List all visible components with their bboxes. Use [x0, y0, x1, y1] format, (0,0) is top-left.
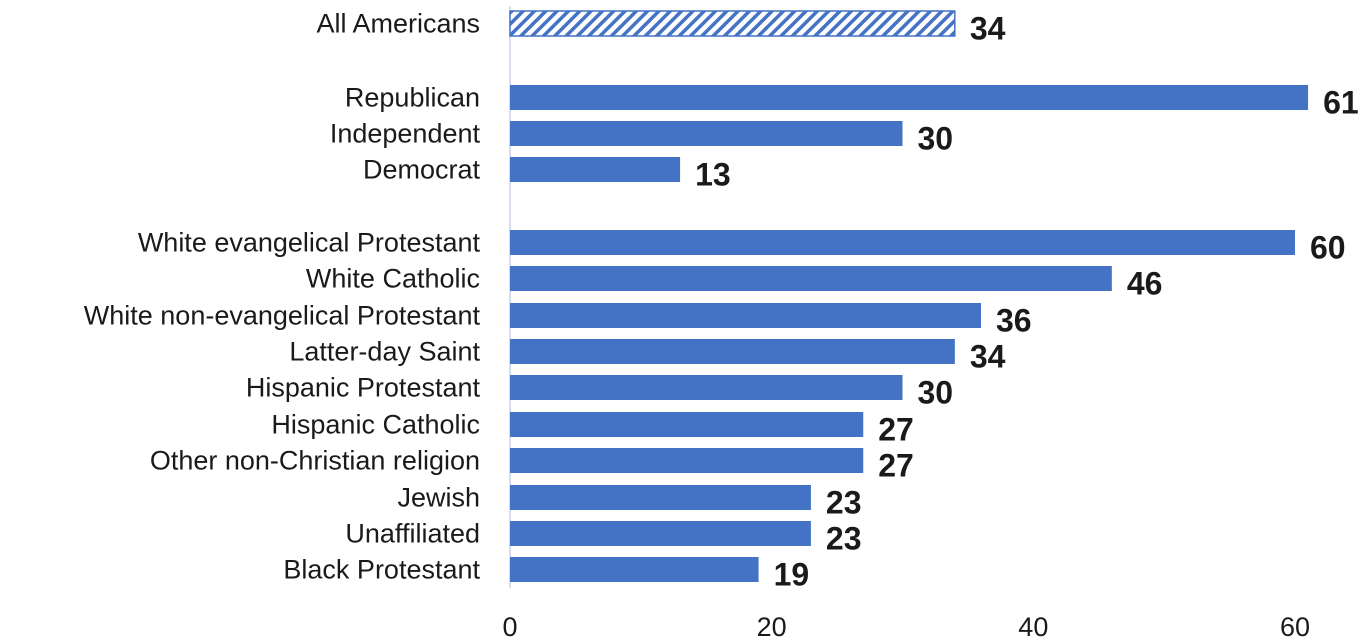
bar-white-catholic [510, 266, 1112, 291]
bars-group [509, 10, 1309, 582]
value-label-democrat: 13 [695, 157, 731, 193]
category-label-all-americans: All Americans [316, 9, 480, 39]
bar-white-evangelical-protestant [510, 230, 1295, 255]
category-label-hispanic-catholic: Hispanic Catholic [271, 410, 480, 440]
category-label-black-protestant: Black Protestant [283, 555, 480, 585]
category-label-jewish: Jewish [397, 483, 480, 513]
bar-white-non-evangelical-protestant [510, 303, 981, 328]
bar-hispanic-catholic [510, 412, 864, 437]
category-label-white-evangelical-protestant: White evangelical Protestant [138, 228, 481, 258]
bar-republican [510, 85, 1309, 110]
bar-jewish [510, 485, 811, 510]
value-label-all-americans: 34 [970, 11, 1006, 47]
value-label-hispanic-catholic: 27 [878, 412, 914, 448]
bar-independent [510, 121, 903, 146]
bar-other-non-christian-religion [510, 448, 864, 473]
bar-democrat [510, 157, 681, 182]
value-label-hispanic-protestant: 30 [918, 375, 954, 411]
value-label-jewish: 23 [826, 485, 862, 521]
bar-all-americans [509, 10, 956, 37]
x-tick-label-60: 60 [1280, 612, 1310, 641]
category-label-democrat: Democrat [363, 155, 481, 185]
value-label-unaffiliated: 23 [826, 521, 862, 557]
value-label-white-non-evangelical-protestant: 36 [996, 303, 1032, 339]
bar-latter-day-saint [510, 339, 955, 364]
value-label-republican: 61 [1323, 85, 1359, 121]
value-label-white-evangelical-protestant: 60 [1310, 230, 1346, 266]
category-labels-group: All Americans Republican Independent Democr… [84, 9, 481, 585]
bar-hispanic-protestant [510, 375, 903, 400]
x-axis-ticks-group: 0 20 40 60 [502, 612, 1310, 641]
category-label-white-catholic: White Catholic [306, 264, 480, 294]
bar-black-protestant [510, 557, 759, 582]
category-label-republican: Republican [345, 83, 480, 113]
x-tick-label-20: 20 [757, 612, 787, 641]
category-label-hispanic-protestant: Hispanic Protestant [246, 373, 481, 403]
category-label-other-non-christian-religion: Other non-Christian religion [150, 446, 480, 476]
x-tick-label-0: 0 [502, 612, 517, 641]
value-label-independent: 30 [918, 121, 954, 157]
value-label-latter-day-saint: 34 [970, 339, 1006, 375]
bar-unaffiliated [510, 521, 811, 546]
value-label-black-protestant: 19 [774, 557, 810, 593]
category-label-white-non-evangelical-protestant: White non-evangelical Protestant [84, 301, 481, 331]
category-label-independent: Independent [330, 119, 481, 149]
category-label-latter-day-saint: Latter-day Saint [289, 337, 480, 367]
category-label-unaffiliated: Unaffiliated [345, 519, 480, 549]
value-label-other-non-christian-religion: 27 [878, 448, 914, 484]
x-tick-label-40: 40 [1018, 612, 1048, 641]
value-label-white-catholic: 46 [1127, 266, 1163, 302]
